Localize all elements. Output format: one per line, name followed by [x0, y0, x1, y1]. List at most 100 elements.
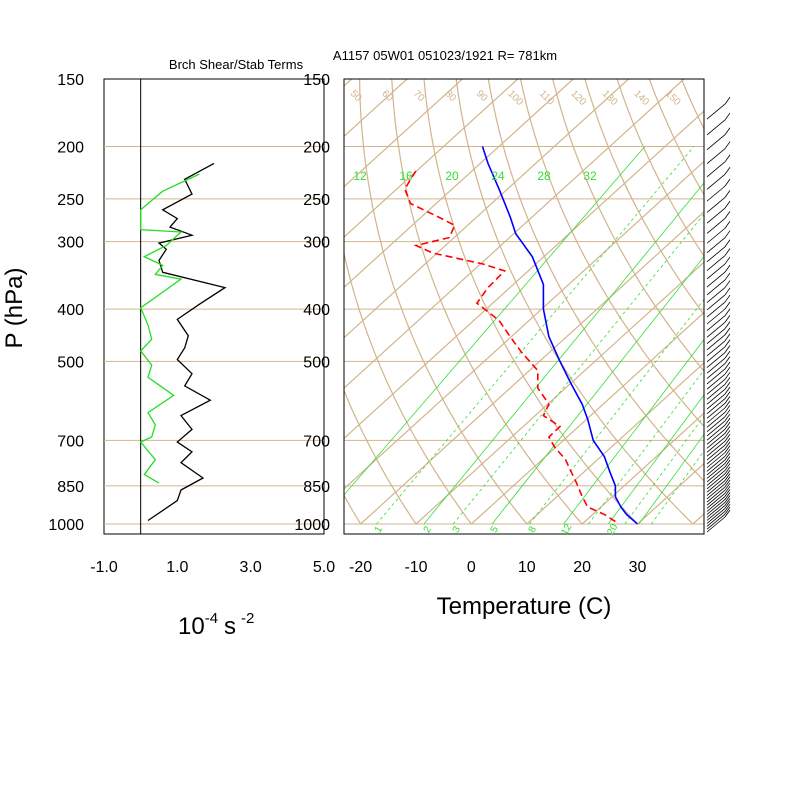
- dry-adiabat-line: [778, 79, 800, 524]
- isotherm-line: [344, 79, 463, 188]
- wind-barb-feather: [724, 221, 731, 229]
- mixing-ratio-line: [638, 433, 704, 525]
- wind-barb-feather: [724, 506, 731, 515]
- isotherm-line: [692, 513, 704, 525]
- wind-barb-feather: [724, 230, 731, 238]
- dry-adiabat-line: [648, 79, 704, 196]
- y-axis-label: P (hPa): [1, 268, 28, 349]
- wind-barb-staff: [706, 384, 726, 400]
- dry-adiabat-line: [359, 79, 528, 525]
- wind-barb-feather: [724, 405, 731, 413]
- wind-barb-feather: [724, 509, 731, 518]
- wind-barb-staff: [706, 373, 726, 390]
- wind-barb-staff: [706, 407, 726, 424]
- mixing-ratio-top-label: 20: [445, 169, 459, 183]
- isotherm-line: [637, 462, 704, 525]
- wind-barb-feather: [724, 280, 731, 288]
- wind-barb-feather: [724, 361, 731, 370]
- wind-barb-feather: [724, 479, 731, 488]
- mixing-ratio-bottom-label: 2: [422, 524, 435, 535]
- y-tick-label: 200: [57, 139, 84, 156]
- wind-barb-feather: [724, 127, 731, 135]
- wind-barb-staff: [706, 197, 726, 213]
- wind-barb-staff: [706, 134, 726, 151]
- wind-barb-feather: [724, 315, 731, 323]
- wind-barb-feather: [724, 489, 731, 497]
- wind-barb-staff: [706, 161, 726, 178]
- wind-barb-staff: [706, 440, 726, 457]
- wind-barb-staff: [706, 173, 726, 190]
- wind-barb-staff: [706, 496, 726, 512]
- wind-barb-staff: [706, 388, 726, 405]
- right-x-tick-labels: -20 -10 0 10 20 30: [349, 559, 646, 576]
- shear-profile-line: [147, 162, 227, 522]
- y-tick-label: 300: [303, 235, 330, 252]
- wind-barb-staff: [706, 455, 726, 472]
- wind-barb-staff: [706, 403, 726, 419]
- dry-adiabat-line: [487, 79, 704, 482]
- left-x-tick-labels: -1.0 1.0 3.0 5.0: [90, 559, 335, 576]
- skewt-clipped-area: [184, 79, 800, 525]
- mixing-ratio-top-label: 32: [583, 169, 597, 183]
- y-tick-label: 850: [303, 479, 330, 496]
- right-chart-title: A1157 05W01 051023/1921 R= 781km: [333, 48, 557, 63]
- wind-barb-feather: [724, 498, 731, 506]
- mixing-ratio-line: [529, 298, 704, 525]
- wind-barb-staff: [706, 271, 726, 288]
- y-tick-label: 150: [303, 72, 330, 89]
- y-tick-label: 400: [303, 302, 330, 319]
- wind-barb-feather: [724, 492, 731, 500]
- shear-stability-panel: 150 200 250 300 400 500 700 850 1000 -1.0 1.0 3.0 5…: [1, 57, 335, 640]
- wind-barb-feather: [724, 167, 731, 175]
- isotherm-line: [360, 211, 704, 525]
- wind-barb-staff: [706, 505, 726, 521]
- x-label-exponent: -4: [205, 610, 218, 627]
- wind-barb-staff: [706, 334, 726, 351]
- left-chart-title: Brch Shear/Stab Terms: [169, 57, 304, 72]
- wind-barb-feather: [724, 413, 731, 422]
- wind-barb-feather: [724, 96, 731, 105]
- wind-barb-feather: [724, 417, 731, 426]
- dry-adiabat-label: 70: [411, 88, 427, 104]
- dry-adiabat-line: [552, 79, 704, 373]
- left-pressure-gridlines: [104, 145, 324, 525]
- mixing-ratio-bottom-label: 3: [451, 524, 464, 535]
- wind-barb-profile: [706, 96, 731, 533]
- dry-adiabat-label: 80: [442, 88, 458, 104]
- wind-barb-feather: [724, 452, 731, 461]
- wind-barb-feather: [724, 469, 731, 478]
- dry-adiabat-line: [391, 79, 583, 525]
- wind-barb-feather: [724, 495, 731, 503]
- wind-barb-feather: [724, 350, 731, 359]
- dry-adiabat-line: [344, 250, 472, 525]
- mixing-ratio-lines: [344, 146, 704, 525]
- wind-barb-feather: [724, 430, 731, 438]
- wind-barb-staff: [706, 148, 726, 164]
- wind-barb-feather: [724, 264, 731, 273]
- y-tick-label: 250: [303, 192, 330, 209]
- wind-barb-staff: [706, 346, 726, 363]
- wind-barb-staff: [706, 444, 726, 461]
- isotherm-line: [344, 160, 704, 490]
- wind-barb-staff: [706, 398, 726, 415]
- wind-barb-staff: [706, 263, 726, 280]
- y-tick-label: 150: [57, 72, 84, 89]
- wind-barb-feather: [724, 256, 731, 265]
- x-tick-label: 1.0: [166, 559, 188, 576]
- dry-adiabat-line: [344, 389, 417, 525]
- wind-barb-feather: [724, 386, 731, 395]
- y-tick-label: 300: [57, 235, 84, 252]
- dry-adiabat-line: [222, 79, 305, 524]
- dry-adiabat-line: [184, 79, 250, 524]
- wind-barb-feather: [724, 449, 731, 457]
- wind-barb-staff: [706, 486, 726, 503]
- isobar-gridlines: [344, 145, 704, 525]
- wind-barb-staff: [706, 119, 726, 136]
- wind-barb-feather: [724, 409, 731, 417]
- mixing-ratio-line: [651, 450, 704, 525]
- wind-barb-staff: [706, 308, 726, 325]
- x-label-unit-exponent: -2: [241, 610, 254, 627]
- wind-barb-staff: [706, 185, 726, 202]
- wind-barb-staff: [706, 433, 726, 449]
